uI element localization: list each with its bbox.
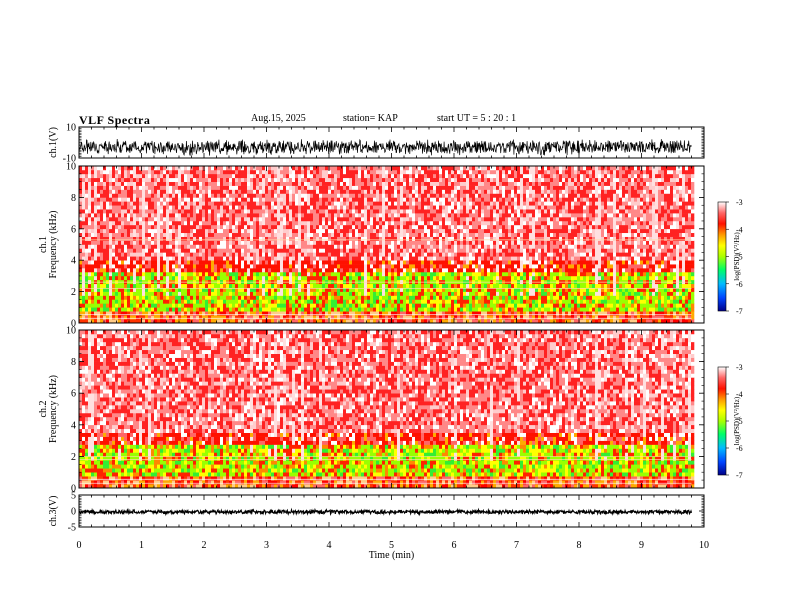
x-tick-label: 6 xyxy=(452,540,457,551)
colorbar-tick-label: -6 xyxy=(736,444,743,453)
ch1-spectrogram-ytick-label: 10 xyxy=(66,162,76,173)
ch1-spectrogram-colorbar xyxy=(717,201,727,312)
ch3-waveform-ytick-label: 5 xyxy=(71,491,76,502)
ch1-spectrogram-ytick-label: 4 xyxy=(71,256,76,267)
ch2-spectrogram-heatmap xyxy=(79,330,704,489)
ch2-spectrogram-ylabel: ch.2Frequency (kHz) xyxy=(38,375,59,443)
x-tick-label: 7 xyxy=(514,540,519,551)
colorbar-tick-label: -4 xyxy=(736,390,743,399)
chart-title: VLF Spectra xyxy=(79,113,151,127)
colorbar-label: log(PSD)(V²/Hz) xyxy=(733,232,741,281)
ch2-spectrogram-ytick-label: 4 xyxy=(71,420,76,431)
colorbar-tick-label: -6 xyxy=(736,280,743,289)
ch1-waveform-ytick-label: 10 xyxy=(66,123,76,134)
colorbar-tick-label: -7 xyxy=(736,471,743,480)
ch3-waveform-trace xyxy=(78,507,693,517)
x-tick-label: 8 xyxy=(577,540,582,551)
ch3-waveform-ylabel: ch.3(V) xyxy=(48,496,59,527)
ch3-waveform-ytick-label: 0 xyxy=(71,507,76,518)
ch1-waveform-ylabel: ch.1(V) xyxy=(48,127,59,158)
ch2-spectrogram-ytick-label: 6 xyxy=(71,389,76,400)
start-time-label: start UT = 5 : 20 : 1 xyxy=(437,113,517,124)
colorbar-tick-label: -4 xyxy=(736,225,743,234)
ch1-spectrogram-ytick-label: 2 xyxy=(71,287,76,298)
colorbar-tick-label: -3 xyxy=(736,363,743,372)
colorbar-label: log(PSD)(V²/Hz) xyxy=(733,396,741,445)
x-tick-label: 10 xyxy=(699,540,709,551)
ch2-spectrogram-ytick-label: 8 xyxy=(71,357,76,368)
colorbar-tick-label: -5 xyxy=(736,253,743,262)
colorbar-tick-label: -3 xyxy=(736,198,743,207)
ch1-spectrogram-heatmap xyxy=(79,166,704,324)
x-tick-label: 5 xyxy=(389,540,394,551)
ch2-spectrogram-ytick-label: 10 xyxy=(66,326,76,337)
x-tick-label: 1 xyxy=(139,540,144,551)
ch2-spectrogram-ytick-label: 2 xyxy=(71,452,76,463)
ch3-waveform-ytick-label: -5 xyxy=(68,523,76,534)
date-label: Aug.15, 2025 xyxy=(251,113,306,124)
panels-layer: 10-10ch.1(V)-7-6-5-4-3log(PSD)(V²/Hz)024… xyxy=(38,123,743,562)
ch1-waveform-ytick-label: -10 xyxy=(63,154,76,165)
station-label: station= KAP xyxy=(343,113,398,124)
ch2-spectrogram-ytick-label: 0 xyxy=(71,484,76,495)
ch1-spectrogram-ylabel: ch.1Frequency (kHz) xyxy=(38,210,59,278)
ch2-spectrogram-colorbar xyxy=(717,366,727,476)
colorbar-tick-label: -5 xyxy=(736,417,743,426)
ch1-spectrogram-ytick-label: 0 xyxy=(71,319,76,330)
x-tick-label: 9 xyxy=(639,540,644,551)
x-axis-label: Time (min) xyxy=(369,550,414,561)
x-tick-label: 4 xyxy=(327,540,332,551)
ch1-spectrogram-ytick-label: 6 xyxy=(71,224,76,235)
x-tick-label: 2 xyxy=(202,540,207,551)
colorbar-tick-label: -7 xyxy=(736,307,743,316)
x-tick-label: 0 xyxy=(77,540,82,551)
x-tick-label: 3 xyxy=(264,540,269,551)
ch1-spectrogram-ytick-label: 8 xyxy=(71,193,76,204)
ch1-waveform-trace xyxy=(78,138,692,156)
